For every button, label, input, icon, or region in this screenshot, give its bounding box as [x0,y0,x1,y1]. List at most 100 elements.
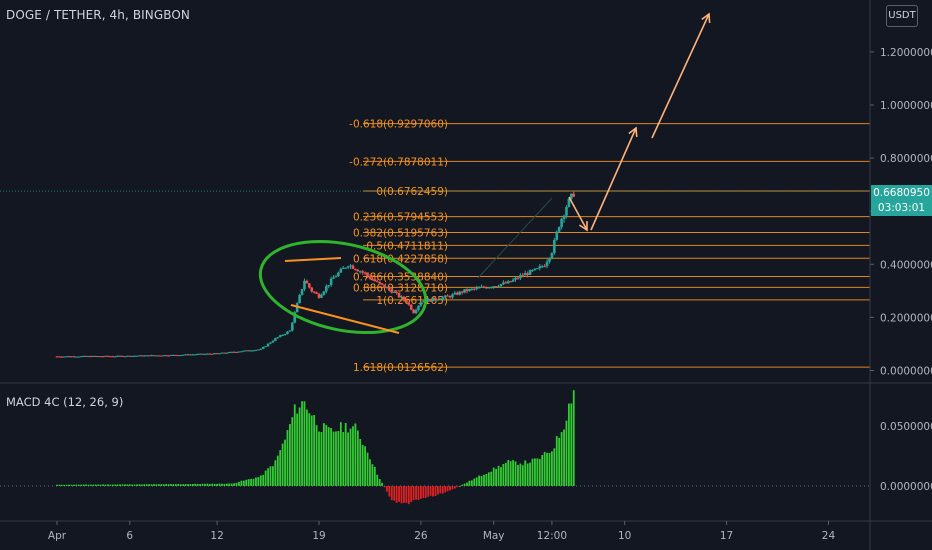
candle-body [397,292,401,298]
macd-bar [172,484,175,486]
time-tick-label: 24 [822,530,836,542]
macd-bar [534,458,536,486]
macd-bar [75,484,78,486]
candle-body [502,282,505,285]
macd-bar [68,484,71,486]
macd-bar [495,468,498,486]
candle-body [67,356,71,358]
fib-label: 0.382(0.5195763) [353,228,448,240]
macd-bar [165,484,168,486]
macd-bar [497,465,500,486]
macd-bar [104,484,107,486]
candle-body [150,355,153,357]
candle-body [164,355,168,357]
candle-body [536,268,539,270]
macd-bar [458,486,461,487]
macd-bar [276,455,279,486]
macd-bar [492,467,495,486]
candle-body [402,296,406,300]
candle-body [504,282,508,284]
macd-bar [371,464,374,486]
candle-body [412,309,415,314]
macd-bar [143,484,146,486]
macd-bar [148,484,151,486]
candle-body [60,356,64,358]
macd-bar [160,484,163,486]
candle-body [431,297,435,302]
macd-bar [475,477,478,486]
macd-bar [322,423,325,486]
candle-body [109,356,112,358]
candle-body [460,291,464,293]
macd-bar [150,484,153,486]
rally-arrow [590,127,637,231]
candle-body [135,355,139,357]
candle-body [366,273,369,276]
candle-body [482,286,486,288]
macd-bar [468,480,471,486]
candle-body [223,352,226,354]
candle-body [407,302,411,305]
macd-bar [155,484,158,486]
candle-body [334,276,338,278]
chart-annotations[interactable] [252,12,711,347]
macd-bar [349,428,352,486]
macd-bar [196,483,199,486]
candle-body [545,261,549,267]
macd-bar [167,484,170,486]
candle-body [443,295,447,298]
macd-bar [288,424,291,486]
candle-body [167,355,170,357]
currency-button[interactable]: USDT [886,5,918,27]
candle-body [434,297,437,300]
candle-body [259,348,263,350]
macd-bar [456,486,459,488]
macd-bar [386,486,388,492]
macd-bar [87,484,90,486]
macd-bar [218,483,221,486]
macd-bar [420,486,422,499]
candle-body [320,294,323,298]
candle-body [300,289,304,295]
candle-body [257,349,260,351]
macd-bar [332,431,335,486]
candle-body [152,355,156,357]
macd-bar [250,478,252,486]
time-tick-label: 19 [312,530,325,542]
macd-bar [153,484,155,486]
macd-bar [286,430,289,486]
macd-bar [572,390,575,486]
macd-bar [403,486,405,503]
candle-body [235,351,238,353]
candle-body [538,266,542,269]
candle-body [509,281,512,283]
candle-body [380,283,384,285]
candle-body [470,288,474,290]
macd-bar [221,483,223,486]
macd-bar [361,444,364,486]
candle-body [203,353,207,355]
macd-bar [531,458,534,486]
macd-bar [126,484,129,486]
macd-bar [189,484,192,486]
macd-bar [97,484,100,486]
candle-body [395,291,398,293]
candle-body [543,266,546,268]
candle-body [77,356,81,358]
candle-body [126,355,129,357]
macd-bar [131,484,134,486]
candle-body [514,277,517,280]
candle-body [186,354,190,356]
candle-body [118,355,122,357]
candle-body [489,287,493,289]
macd-bar [512,460,514,486]
macd-bar [284,439,286,486]
candle-body [140,355,144,357]
time-tick-label: 10 [618,530,631,542]
macd-bar [262,474,265,486]
fib-label: 0.5(0.4711811) [366,240,448,252]
macd-bar [342,431,345,486]
candle-body [58,356,61,358]
candle-body [215,353,219,355]
